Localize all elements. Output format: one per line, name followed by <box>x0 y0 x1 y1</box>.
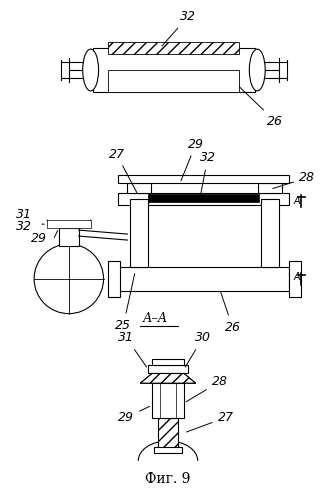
Text: А: А <box>294 196 301 206</box>
Bar <box>118 193 289 205</box>
Text: 31: 31 <box>16 208 32 221</box>
Bar <box>59 228 79 246</box>
Text: 29: 29 <box>181 138 204 181</box>
Bar <box>109 42 240 54</box>
Bar <box>130 199 148 267</box>
Bar <box>158 418 178 448</box>
Circle shape <box>34 244 103 314</box>
Text: Фиг. 9: Фиг. 9 <box>145 472 191 486</box>
Text: 28: 28 <box>273 171 315 189</box>
Bar <box>109 261 120 297</box>
Text: 26: 26 <box>220 291 241 333</box>
Text: 27: 27 <box>186 411 234 432</box>
Text: 29: 29 <box>31 232 47 245</box>
Ellipse shape <box>249 49 265 91</box>
Text: 25: 25 <box>116 273 135 331</box>
Text: А–А: А–А <box>142 311 168 324</box>
Ellipse shape <box>83 49 98 91</box>
Bar <box>261 199 279 267</box>
Bar <box>154 447 182 453</box>
Text: 27: 27 <box>109 148 137 193</box>
Bar <box>118 176 289 183</box>
Bar <box>47 220 91 228</box>
Text: А: А <box>294 272 301 282</box>
Polygon shape <box>140 373 196 383</box>
Bar <box>152 359 184 365</box>
Bar <box>148 365 188 373</box>
Text: 32: 32 <box>162 10 196 46</box>
Text: 26: 26 <box>240 87 283 128</box>
Bar <box>148 194 259 202</box>
Text: 32: 32 <box>16 220 32 233</box>
Text: 28: 28 <box>186 375 227 402</box>
Bar <box>93 48 255 92</box>
Bar <box>258 183 282 193</box>
Text: 29: 29 <box>118 406 150 424</box>
Bar <box>152 383 184 418</box>
Text: 32: 32 <box>200 152 216 197</box>
Bar <box>116 267 289 291</box>
Bar <box>289 261 301 297</box>
Text: 30: 30 <box>185 331 211 367</box>
Text: 31: 31 <box>118 331 146 367</box>
Bar <box>127 183 151 193</box>
Bar <box>109 70 240 92</box>
